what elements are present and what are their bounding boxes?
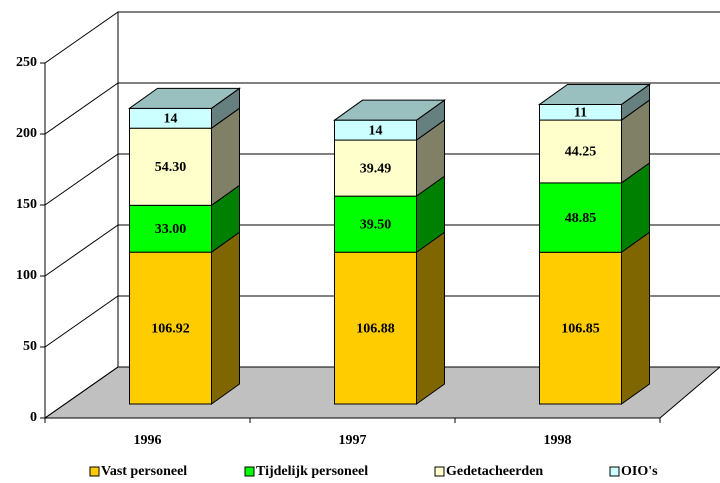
- x-tick-label: 1998: [544, 433, 572, 448]
- data-label: 54.30: [155, 160, 187, 175]
- bar-side: [416, 231, 445, 405]
- bar-segment: [539, 119, 622, 184]
- y-tick-label: 50: [23, 339, 37, 354]
- legend-swatch: [609, 466, 620, 477]
- y-tick-label: 0: [30, 410, 37, 425]
- data-label: 106.85: [561, 321, 600, 336]
- y-tick-label: 200: [16, 126, 37, 141]
- y-tick-label: 250: [16, 55, 37, 70]
- legend-swatch: [434, 466, 445, 477]
- data-label: 11: [574, 105, 587, 120]
- data-label: 14: [164, 111, 178, 126]
- bar-segment: [129, 204, 212, 253]
- bar-side: [621, 231, 650, 405]
- y-tick-label: 100: [16, 268, 37, 283]
- data-label: 44.25: [565, 145, 597, 160]
- grid-line: [44, 224, 720, 277]
- legend-label: Vast personeel: [101, 464, 187, 479]
- legend-label: OIO's: [621, 464, 658, 479]
- bar-segment: [539, 182, 622, 253]
- legend-label: Gedetacheerden: [446, 464, 543, 479]
- data-label: 33.00: [155, 222, 187, 237]
- bar-top: [537, 83, 652, 105]
- data-label: 39.49: [360, 161, 392, 176]
- bar-segment: [334, 195, 417, 253]
- data-label: 106.92: [151, 321, 190, 336]
- data-label: 48.85: [565, 211, 597, 226]
- bar-segment: [539, 251, 622, 405]
- bar-top: [332, 99, 447, 121]
- grid-line: [44, 11, 720, 64]
- legend-label: Tijdelijk personeel: [256, 464, 368, 479]
- grid-line: [44, 295, 720, 348]
- y-tick-label: 150: [16, 197, 37, 212]
- legend-swatch: [89, 466, 100, 477]
- data-label: 39.50: [360, 217, 392, 232]
- bar-segment: [129, 251, 212, 405]
- grid-line: [44, 153, 720, 206]
- grid-line: [44, 82, 720, 135]
- x-tick-label: 1997: [339, 433, 367, 448]
- bar-segment: [334, 251, 417, 405]
- bar-segment: [129, 127, 212, 206]
- bar-side: [211, 231, 240, 405]
- grid-line: [44, 366, 720, 419]
- legend-swatch: [244, 466, 255, 477]
- x-tick-label: 1996: [134, 433, 162, 448]
- data-label: 14: [369, 123, 383, 138]
- data-label: 106.88: [356, 321, 395, 336]
- bar-top: [127, 87, 242, 109]
